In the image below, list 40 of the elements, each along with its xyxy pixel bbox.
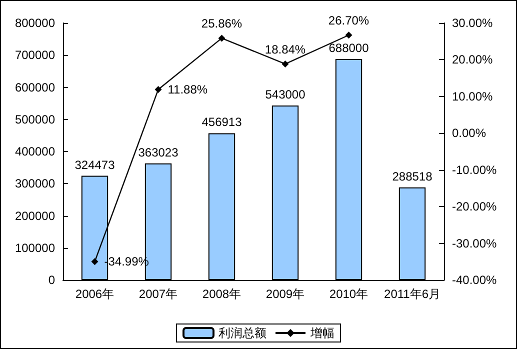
point	[218, 34, 226, 42]
y2-tick-label: 10.00%	[452, 89, 494, 104]
y2-tick-label: 0.00%	[452, 126, 486, 140]
y-tick-label: 700000	[14, 48, 56, 62]
data-label: 363023	[138, 145, 179, 160]
x-tick-label: 2010年	[329, 287, 368, 301]
x-tick-label: 2006年	[75, 287, 114, 301]
data-label: 543000	[265, 88, 306, 102]
y-tick-label: 100000	[14, 240, 56, 255]
data-label: 25.86%	[201, 16, 242, 31]
point	[154, 86, 162, 94]
y-tick-label: 300000	[14, 176, 56, 191]
legend-label: 增幅	[310, 326, 334, 340]
data-label: 26.70%	[328, 14, 370, 28]
point	[345, 32, 352, 39]
y2-tick-label: 30.00%	[452, 16, 494, 30]
y2-tick-label: -40.00%	[452, 273, 498, 287]
y-tick-label: 600000	[14, 80, 56, 94]
y-tick-label: 0	[48, 273, 56, 287]
x-tick-label: 2011年6月	[384, 287, 440, 301]
y2-tick-label: -20.00%	[452, 200, 498, 214]
x-tick-label: 2008年	[202, 287, 242, 301]
data-label: 456913	[202, 115, 242, 130]
y-tick-label: 200000	[14, 208, 56, 223]
data-label: 288518	[392, 169, 433, 184]
point	[91, 258, 98, 266]
data-label: 11.88%	[168, 82, 208, 97]
point	[282, 60, 289, 68]
y2-tick-label: -10.00%	[452, 162, 498, 177]
x-tick-label: 2009年	[266, 287, 305, 301]
data-label: 688000	[328, 40, 370, 55]
legend-label: 利润总额	[218, 326, 266, 340]
y2-tick-label: -30.00%	[452, 236, 498, 250]
y-tick-label: 400000	[14, 144, 56, 158]
y2-tick-label: 20.00%	[452, 52, 494, 67]
data-label: 324473	[74, 158, 116, 172]
data-label: 18.84%	[264, 42, 306, 56]
x-tick-label: 2007年	[138, 287, 178, 301]
y-tick-label: 800000	[14, 16, 56, 30]
y-tick-label: 500000	[14, 112, 56, 126]
